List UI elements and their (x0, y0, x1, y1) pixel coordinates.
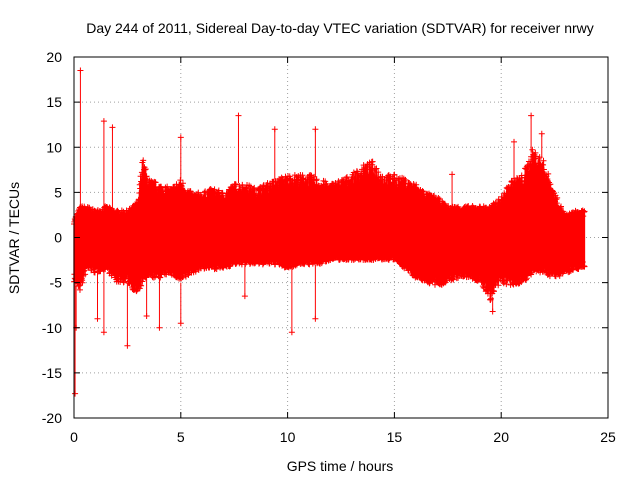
y-tick-label: -10 (42, 320, 62, 336)
data-point (77, 67, 84, 74)
data-point (278, 174, 285, 181)
data-point (141, 166, 148, 173)
y-tick-label: 10 (46, 139, 62, 155)
x-tick-label: 20 (493, 429, 509, 445)
x-axis-label: GPS time / hours (287, 458, 394, 474)
data-point (91, 269, 98, 276)
data-point (406, 180, 413, 187)
data-point (187, 188, 194, 195)
data-point (79, 279, 86, 286)
y-tick-label: 5 (54, 184, 62, 200)
data-point (235, 112, 242, 119)
data-point (178, 183, 185, 190)
data-point (306, 261, 313, 268)
data-point (138, 282, 145, 289)
y-tick-label: -5 (50, 275, 63, 291)
data-point (375, 169, 382, 176)
y-tick-label: 0 (54, 230, 62, 246)
x-tick-label: 10 (280, 429, 296, 445)
data-point (413, 181, 420, 188)
x-tick-label: 25 (600, 429, 616, 445)
data-point (540, 157, 547, 164)
data-point (232, 181, 239, 188)
data-point (343, 174, 350, 181)
data-point (177, 320, 184, 327)
data-point (395, 176, 402, 183)
data-point (545, 170, 552, 177)
data-point (236, 183, 243, 190)
data-point (391, 171, 398, 178)
data-point (419, 187, 426, 194)
x-tick-label: 5 (177, 429, 185, 445)
data-point (503, 281, 510, 288)
data-point (581, 208, 588, 215)
data-point (151, 178, 158, 185)
axis-ticks (73, 56, 609, 419)
data-point (82, 271, 89, 278)
data-point (522, 276, 529, 283)
data-point (271, 126, 278, 133)
data-point (558, 203, 565, 210)
x-tick-label: 15 (387, 429, 403, 445)
data-point (518, 279, 525, 286)
data-point (532, 153, 539, 160)
y-tick-label: -15 (42, 365, 62, 381)
data-point (322, 178, 329, 185)
data-point (100, 329, 107, 336)
data-point (449, 171, 456, 178)
data-point (308, 172, 315, 179)
data-point (100, 118, 107, 125)
data-point (309, 176, 316, 183)
data-point (241, 293, 248, 300)
data-point (109, 124, 116, 131)
data-point (152, 179, 159, 186)
data-point (139, 278, 146, 285)
data-point (288, 329, 295, 336)
data-point (511, 138, 518, 145)
data-point (402, 176, 409, 183)
data-point (529, 146, 536, 153)
data-points (71, 67, 588, 397)
data-point (450, 276, 457, 283)
data-point (312, 315, 319, 322)
data-point (140, 157, 147, 164)
data-point (489, 308, 496, 315)
data-point (581, 263, 588, 270)
y-tick-label: -20 (42, 410, 62, 426)
data-point (312, 126, 319, 133)
data-point (215, 187, 222, 194)
data-point (143, 313, 150, 320)
data-point (124, 342, 131, 349)
y-tick-label: 20 (46, 49, 62, 65)
data-point (142, 166, 149, 173)
data-point (76, 286, 83, 293)
chart-title: Day 244 of 2011, Sidereal Day-to-day VTE… (86, 20, 594, 36)
data-point (547, 181, 554, 188)
data-point (232, 180, 239, 187)
data-point (300, 176, 307, 183)
y-axis-label: SDTVAR / TECUs (6, 182, 22, 294)
data-point (372, 166, 379, 173)
data-point (156, 324, 163, 331)
data-point (490, 288, 497, 295)
data-point (435, 195, 442, 202)
x-tick-label: 0 (70, 429, 78, 445)
data-point (373, 165, 380, 172)
y-tick-label: 15 (46, 94, 62, 110)
data-point (177, 134, 184, 141)
data-point (150, 274, 157, 281)
data-point (540, 166, 547, 173)
data-point (477, 204, 484, 211)
data-point (179, 180, 186, 187)
data-point (538, 130, 545, 137)
data-point (401, 178, 408, 185)
data-point (554, 194, 561, 201)
data-point (528, 112, 535, 119)
data-point (313, 176, 320, 183)
data-point (72, 390, 79, 397)
data-point (94, 315, 101, 322)
tick-labels: 0 5 10 15 20 25 -20 -15 -10 -5 0 5 10 15 20 (42, 49, 616, 445)
data-point (369, 158, 376, 165)
